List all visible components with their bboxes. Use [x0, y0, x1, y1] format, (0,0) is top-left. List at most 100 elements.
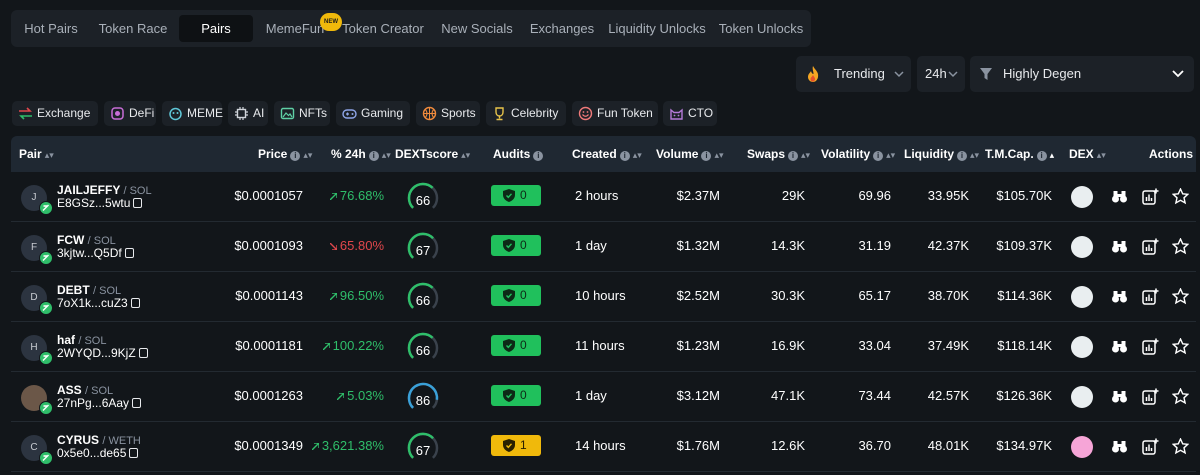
cat-icon [670, 108, 683, 120]
tab-liquidity-unlocks[interactable]: Liquidity Unlocks [608, 21, 706, 36]
header-price[interactable]: Price i ▴▾ [258, 147, 313, 161]
dex-logo-icon[interactable] [1071, 236, 1093, 258]
chip-fun-token[interactable]: Fun Token [572, 101, 658, 126]
arrow-up-icon [329, 192, 338, 201]
filter-dropdown[interactable]: Highly Degen [970, 56, 1194, 92]
dex-logo-icon[interactable] [1071, 186, 1093, 208]
chain-badge-icon [39, 301, 53, 315]
header-dex[interactable]: DEX ▴▾ [1069, 147, 1106, 161]
binoculars-icon[interactable] [1111, 188, 1128, 205]
token-symbol[interactable]: DEBT / SOL [57, 283, 122, 297]
chevron-down-icon [948, 71, 958, 78]
shield-icon [503, 239, 515, 252]
dextscore-value: 67 [415, 243, 431, 258]
chart-plus-icon[interactable] [1142, 288, 1159, 305]
tab-token-creator[interactable]: Token Creator [342, 21, 424, 36]
audit-badge[interactable]: 0 [491, 285, 541, 306]
binoculars-icon[interactable] [1111, 338, 1128, 355]
copy-icon[interactable] [133, 198, 143, 208]
header-swaps[interactable]: Swaps i ▴▾ [747, 147, 811, 161]
basketball-icon [422, 106, 437, 121]
change-value: 76.68% [329, 188, 384, 203]
volume-value: $1.32M [676, 238, 720, 253]
header-liquidity[interactable]: Liquidity i ▴▾ [904, 147, 980, 161]
chip-exchange[interactable]: Exchange [12, 101, 98, 126]
table-row[interactable]: J JAILJEFFY / SOL E8GSz...5wtu $0.0001057 76… [11, 172, 1196, 222]
header-volume[interactable]: Volume i ▴▾ [656, 147, 724, 161]
star-icon[interactable] [1172, 238, 1189, 255]
binoculars-icon[interactable] [1111, 238, 1128, 255]
header-mcap[interactable]: T.M.Cap. i ▴ [985, 147, 1055, 161]
header-created[interactable]: Created i ▴▾ [572, 147, 642, 161]
audit-badge[interactable]: 0 [491, 235, 541, 256]
price-value: $0.0001143 [235, 288, 303, 303]
chart-plus-icon[interactable] [1142, 438, 1159, 455]
price-value: $0.0001263 [234, 388, 303, 403]
chip-nfts[interactable]: NFTs [274, 101, 330, 126]
volume-value: $3.12M [676, 388, 720, 403]
chip-gaming[interactable]: Gaming [336, 101, 410, 126]
meme-icon [169, 107, 182, 121]
token-symbol[interactable]: CYRUS / WETH [57, 433, 141, 447]
star-icon[interactable] [1172, 438, 1189, 455]
binoculars-icon[interactable] [1111, 288, 1128, 305]
mcap-value: $134.97K [996, 438, 1052, 453]
copy-icon[interactable] [132, 398, 142, 408]
timeframe-dropdown[interactable]: 24h [917, 56, 965, 92]
chart-plus-icon[interactable] [1142, 338, 1159, 355]
table-row[interactable]: D DEBT / SOL 7oX1k...cuZ3 $0.0001143 96.50% 6… [11, 272, 1196, 322]
table-row[interactable]: F FCW / SOL 3kjtw...Q5Df $0.0001093 65.80% 67… [11, 222, 1196, 272]
header-dextscore[interactable]: DEXTscore ▴▾ [395, 147, 471, 161]
tab-token-unlocks[interactable]: Token Unlocks [718, 21, 804, 36]
copy-icon[interactable] [124, 248, 134, 258]
tab-pairs[interactable]: Pairs [179, 15, 253, 42]
token-symbol[interactable]: FCW / SOL [57, 233, 116, 247]
dex-logo-icon[interactable] [1071, 336, 1093, 358]
header-volatility[interactable]: Volatility i ▴▾ [821, 147, 896, 161]
tab-token-race[interactable]: Token Race [98, 21, 168, 36]
chip-defi[interactable]: DeFi [104, 101, 156, 126]
tab-new-socials[interactable]: New Socials [441, 21, 513, 36]
copy-icon[interactable] [138, 348, 148, 358]
dex-logo-icon[interactable] [1071, 436, 1093, 458]
header-pair[interactable]: Pair ▴▾ [19, 147, 54, 161]
tab-exchanges[interactable]: Exchanges [529, 21, 595, 36]
audit-badge[interactable]: 0 [491, 185, 541, 206]
chip-cto[interactable]: CTO [663, 101, 717, 126]
binoculars-icon[interactable] [1111, 388, 1128, 405]
trending-dropdown[interactable]: Trending [796, 56, 911, 92]
chip-label: NFTs [299, 106, 327, 120]
audit-badge[interactable]: 0 [491, 335, 541, 356]
star-icon[interactable] [1172, 188, 1189, 205]
table-row[interactable]: ASS / SOL 27nPg...6Aay $0.0001263 5.03% 86 0 1… [11, 372, 1196, 422]
star-icon[interactable] [1172, 388, 1189, 405]
header-change[interactable]: % 24h i ▴▾ [331, 147, 391, 161]
audit-badge[interactable]: 1 [491, 435, 541, 456]
chart-plus-icon[interactable] [1142, 238, 1159, 255]
audit-badge[interactable]: 0 [491, 385, 541, 406]
created-value: 2 hours [575, 188, 619, 203]
tab-memefun[interactable]: MemeFun [265, 21, 325, 36]
token-address: 2WYQD...9KjZ [57, 346, 148, 360]
token-symbol[interactable]: JAILJEFFY / SOL [57, 183, 152, 197]
chart-plus-icon[interactable] [1142, 388, 1159, 405]
token-symbol[interactable]: haf / SOL [57, 333, 107, 347]
chip-ai[interactable]: AI [228, 101, 268, 126]
token-symbol[interactable]: ASS / SOL [57, 383, 114, 397]
header-audits[interactable]: Audits i [493, 136, 544, 172]
dex-logo-icon[interactable] [1071, 286, 1093, 308]
chip-meme[interactable]: MEME [162, 101, 223, 126]
binoculars-icon[interactable] [1111, 438, 1128, 455]
dex-logo-icon[interactable] [1071, 386, 1093, 408]
chip-sports[interactable]: Sports [416, 101, 480, 126]
tab-hot-pairs[interactable]: Hot Pairs [24, 21, 78, 36]
chip-celebrity[interactable]: Celebrity [486, 101, 566, 126]
chart-plus-icon[interactable] [1142, 188, 1159, 205]
star-icon[interactable] [1172, 338, 1189, 355]
star-icon[interactable] [1172, 288, 1189, 305]
copy-icon[interactable] [129, 448, 139, 458]
copy-icon[interactable] [130, 298, 140, 308]
table-row[interactable]: C CYRUS / WETH 0x5e0...de65 $0.0001349 3,621… [11, 422, 1196, 472]
token-address: E8GSz...5wtu [57, 196, 143, 210]
